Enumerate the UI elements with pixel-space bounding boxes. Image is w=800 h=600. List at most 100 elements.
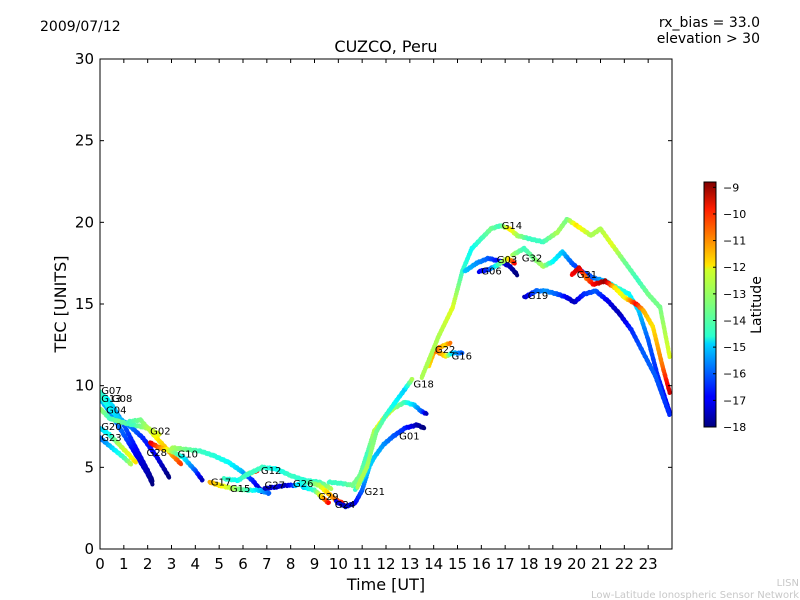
x-tick-label: 23 (639, 555, 658, 573)
prn-label-g27: G27 (265, 481, 285, 492)
prn-label-g04: G04 (106, 405, 126, 416)
colorbar-tick-label: −14 (723, 314, 746, 327)
series-g02 (126, 417, 184, 467)
tec-point (422, 426, 427, 431)
rx-bias-label: rx_bias = 33.0 (659, 15, 760, 31)
x-tick-label: 6 (238, 555, 248, 573)
colorbar-tick-label: −13 (723, 288, 746, 301)
x-tick-label: 17 (496, 555, 515, 573)
series-layer (100, 217, 672, 510)
prn-label-g03: G03 (497, 255, 517, 266)
series-g01 (352, 422, 427, 492)
tec-point (267, 491, 272, 496)
prn-label-g28: G28 (147, 448, 167, 459)
x-tick-label: 7 (262, 555, 272, 573)
series-g18 (355, 377, 415, 490)
series-g20 (100, 426, 138, 465)
tec-point (326, 500, 331, 505)
tec-point (157, 432, 162, 437)
x-tick-label: 21 (591, 555, 610, 573)
y-tick-label: 30 (75, 50, 94, 68)
y-tick-label: 15 (75, 295, 94, 313)
tec-point (167, 475, 172, 480)
colorbar-tick-label: −10 (723, 208, 746, 221)
x-tick-label: 16 (472, 555, 491, 573)
y-tick-label: 25 (75, 132, 94, 150)
colorbar-tick-label: −15 (723, 341, 746, 354)
series-g17 (207, 479, 272, 496)
prn-label-g17: G17 (211, 477, 231, 488)
tec-point (460, 350, 465, 356)
x-tick-label: 11 (353, 555, 372, 573)
tec-point (667, 390, 672, 395)
y-axis: 0 5 10 15 20 25 30 (75, 50, 672, 558)
y-tick-label: 10 (75, 377, 94, 395)
plot-frame (99, 58, 673, 550)
tec-point (667, 412, 672, 417)
chart-title: CUZCO, Peru (334, 37, 437, 56)
series-g12 (243, 464, 334, 491)
prn-label-g32: G32 (522, 254, 542, 265)
tec-point (150, 482, 155, 487)
colorbar-tick-label: −18 (723, 421, 746, 434)
tec-point (329, 486, 334, 491)
y-tick-label: 0 (84, 540, 94, 558)
prn-label-g15: G15 (230, 484, 250, 495)
prn-label-g20: G20 (101, 422, 121, 433)
x-tick-label: 22 (615, 555, 634, 573)
colorbar-tick-label: −16 (723, 368, 746, 381)
x-tick-label: 5 (214, 555, 224, 573)
credit-network: Low-Latitude Ionospheric Sensor Network (591, 590, 799, 600)
series-g27 (262, 482, 298, 491)
series-g28 (148, 440, 205, 483)
x-tick-label: 14 (424, 555, 443, 573)
series-g29 (300, 484, 331, 506)
date-label: 2009/07/12 (40, 19, 121, 35)
x-tick-label: 19 (543, 555, 562, 573)
tec-point (128, 462, 134, 467)
y-axis-label: TEC [UNITS] (51, 256, 70, 354)
x-tick-label: 18 (519, 555, 538, 573)
x-tick-label: 15 (448, 555, 467, 573)
prn-label-g08: G08 (112, 394, 132, 405)
x-tick-label: 12 (376, 555, 395, 573)
prn-label-g01: G01 (399, 432, 419, 443)
tec-point (178, 462, 184, 467)
tec-point (133, 460, 138, 465)
x-tick-label: 13 (400, 555, 419, 573)
series-g14 (419, 217, 672, 380)
elevation-label: elevation > 30 (657, 31, 760, 47)
prn-label-g16: G16 (452, 352, 472, 363)
prn-label-g19: G19 (528, 291, 548, 302)
prn-label-g06: G06 (481, 267, 501, 278)
prn-label-g26: G26 (293, 479, 313, 490)
colorbar (703, 181, 717, 428)
x-tick-label: 9 (310, 555, 320, 573)
prn-label-g12: G12 (261, 466, 281, 477)
prn-label-g10: G10 (178, 450, 198, 461)
series-g23 (100, 435, 134, 467)
x-tick-label: 2 (143, 555, 153, 573)
tec-point (515, 273, 520, 278)
series-g21 (326, 399, 429, 489)
colorbar-ticks: −9 −10 −11 −12 −13 −14 −15 −16 −17 −18 (713, 181, 746, 434)
x-axis-label: Time [UT] (346, 575, 425, 594)
x-tick-label: 4 (191, 555, 201, 573)
prn-label-g18: G18 (413, 379, 433, 390)
colorbar-tick-label: −9 (723, 181, 739, 194)
x-tick-label: 20 (567, 555, 586, 573)
tec-point (200, 477, 205, 483)
y-tick-label: 20 (75, 213, 94, 231)
prn-label-g14: G14 (502, 221, 522, 232)
colorbar-tick-label: −17 (723, 394, 746, 407)
colorbar-tick-label: −12 (723, 261, 746, 274)
x-tick-label: 10 (329, 555, 348, 573)
prn-label-g24: G24 (335, 500, 355, 511)
series-g19 (522, 288, 672, 417)
colorbar-label: Latitude (749, 276, 765, 334)
tec-point (448, 340, 453, 345)
x-tick-label: 8 (286, 555, 296, 573)
tec-point (424, 411, 429, 416)
tec-point (667, 354, 672, 360)
